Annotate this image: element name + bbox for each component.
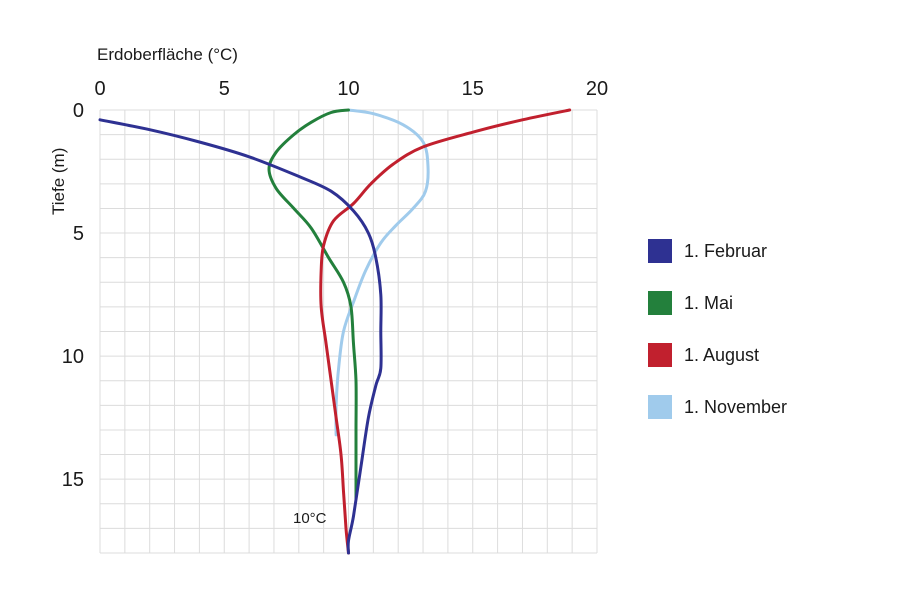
series-line-mai <box>267 108 358 501</box>
x-tick-label: 0 <box>94 78 105 100</box>
x-tick-label: 5 <box>219 78 230 100</box>
x-axis-ticks: 0 5 10 15 20 <box>94 78 608 100</box>
legend-label-november: 1. November <box>684 396 788 417</box>
legend-swatch-august <box>648 343 672 367</box>
x-axis-title: Erdoberfläche (°C) <box>97 45 238 64</box>
y-tick-label: 15 <box>62 469 84 491</box>
y-axis-title: Tiefe (m) <box>49 148 68 215</box>
chart-grid <box>99 109 598 554</box>
legend-swatch-februar <box>648 239 672 263</box>
legend-item-august: 1. August <box>648 340 787 370</box>
legend-item-november: 1. November <box>648 392 787 422</box>
series-line-februar <box>98 118 383 555</box>
chart-legend: 1. Februar 1. Mai 1. August 1. November <box>648 236 787 444</box>
y-tick-label: 10 <box>62 346 84 368</box>
series-line-august <box>319 108 572 555</box>
legend-swatch-november <box>648 395 672 419</box>
y-tick-label: 5 <box>73 223 84 245</box>
temperature-annotation: 10°C <box>293 510 327 527</box>
chart-series-lines <box>98 108 572 555</box>
y-axis-ticks: 0 5 10 15 <box>62 100 84 491</box>
legend-swatch-mai <box>648 291 672 315</box>
legend-item-februar: 1. Februar <box>648 236 787 266</box>
legend-label-mai: 1. Mai <box>684 292 734 313</box>
y-tick-label: 0 <box>73 100 84 122</box>
x-tick-label: 20 <box>586 78 608 100</box>
series-line-november <box>334 108 430 437</box>
legend-item-mai: 1. Mai <box>648 288 787 318</box>
legend-label-februar: 1. Februar <box>684 240 768 261</box>
x-tick-label: 15 <box>462 78 484 100</box>
x-tick-label: 10 <box>337 78 359 100</box>
legend-label-august: 1. August <box>684 344 760 365</box>
